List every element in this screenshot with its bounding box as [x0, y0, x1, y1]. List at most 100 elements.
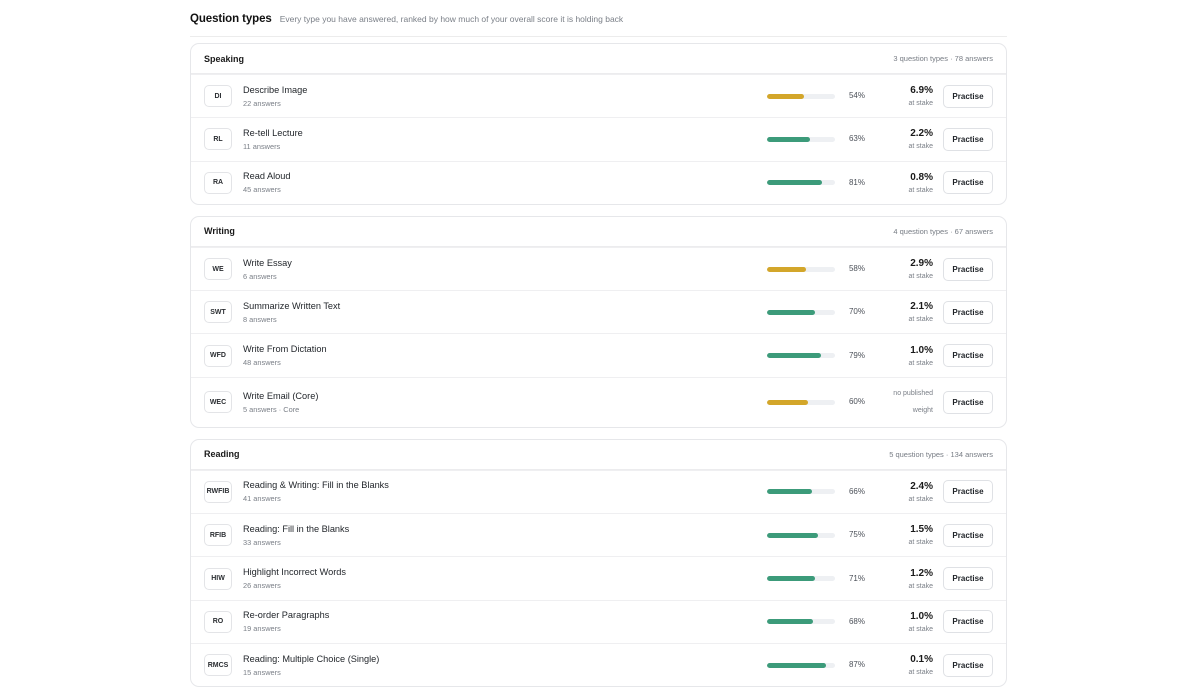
type-name: Write From Dictation — [243, 344, 327, 355]
stake-label: at stake — [908, 316, 933, 324]
stake-value: 1.5% — [910, 524, 933, 536]
stake-label: at stake — [908, 582, 933, 590]
score-percent: 60% — [848, 397, 865, 407]
type-code-badge: WEC — [204, 391, 232, 414]
type-info: Re-tell Lecture 11 answers — [243, 128, 303, 151]
type-info: Reading: Fill in the Blanks 33 answers — [243, 524, 349, 547]
type-name: Re-tell Lecture — [243, 127, 303, 138]
section-title: Speaking — [204, 53, 245, 64]
practise-button[interactable]: Practise — [943, 610, 993, 634]
type-code-badge: RWFIB — [204, 480, 232, 503]
question-type-row: RWFIB Reading & Writing: Fill in the Blan… — [191, 469, 1006, 513]
practise-button[interactable]: Practise — [943, 344, 993, 368]
at-stake: 6.9% at stake — [908, 85, 933, 107]
practise-button[interactable]: Practise — [943, 653, 993, 677]
answer-count: 8 answers — [243, 314, 277, 324]
at-stake: 1.0% at stake — [908, 345, 933, 367]
score-bar-fill — [767, 532, 818, 538]
question-type-row: RO Re-order Paragraphs 19 answers 68% 1.0% at… — [191, 599, 1006, 643]
practise-button[interactable]: Practise — [943, 567, 993, 591]
stake-value: 6.9% — [910, 85, 933, 97]
stake-label: at stake — [908, 186, 933, 194]
answer-count: 6 answers — [243, 271, 277, 281]
type-info: Reading & Writing: Fill in the Blanks 41 … — [243, 480, 389, 503]
score-bar-fill — [767, 93, 804, 99]
section-card-speaking: Speaking 3 question types · 78 answers DI D… — [190, 43, 1007, 205]
score-percent: 54% — [848, 91, 865, 101]
type-name: Summarize Written Text — [243, 300, 341, 311]
practise-button[interactable]: Practise — [943, 257, 993, 281]
score-bar — [767, 532, 835, 538]
score-bar — [767, 136, 835, 142]
answer-count: 5 answers · Core — [243, 404, 300, 414]
score-bar — [767, 662, 835, 668]
score-bar-fill — [767, 399, 808, 405]
at-stake: 2.1% at stake — [908, 301, 933, 323]
type-info: Describe Image 22 answers — [243, 85, 307, 108]
page-header: Question types Every type you have answe… — [190, 13, 1007, 37]
section-title: Writing — [204, 226, 235, 237]
at-stake: 1.2% at stake — [908, 568, 933, 590]
answer-count: 45 answers — [243, 185, 281, 195]
type-name: Highlight Incorrect Words — [243, 567, 346, 578]
section-card-writing: Writing 4 question types · 67 answers WE Wr… — [190, 215, 1007, 428]
score-bar — [767, 309, 835, 315]
score-bar-fill — [767, 576, 816, 582]
type-info: Reading: Multiple Choice (Single) 15 answ… — [243, 654, 379, 677]
stake-value: 1.0% — [910, 610, 933, 622]
section-meta: 5 question types · 134 answers — [889, 449, 993, 459]
score-bar — [767, 266, 835, 272]
at-stake: no published weight — [893, 385, 933, 419]
type-info: Write Email (Core) 5 answers · Core — [243, 391, 318, 414]
stake-label: at stake — [908, 669, 933, 677]
score-bar — [767, 93, 835, 99]
practise-button[interactable]: Practise — [943, 523, 993, 547]
score-bar — [767, 576, 835, 582]
score-bar — [767, 619, 835, 625]
practise-button[interactable]: Practise — [943, 127, 993, 151]
answer-count: 15 answers — [243, 667, 281, 677]
type-info: Re-order Paragraphs 19 answers — [243, 610, 329, 633]
stake-value: 2.2% — [910, 128, 933, 140]
score-bar-fill — [767, 180, 823, 186]
type-name: Read Aloud — [243, 171, 291, 182]
stake-value: 0.8% — [910, 171, 933, 183]
score-percent: 75% — [848, 530, 865, 540]
type-code-badge: RMCS — [204, 654, 232, 677]
score-percent: 70% — [848, 307, 865, 317]
section-header: Reading 5 question types · 134 answers — [191, 440, 1006, 470]
type-name: Write Essay — [243, 257, 292, 268]
type-code-badge: RL — [204, 128, 232, 151]
practise-button[interactable]: Practise — [943, 390, 993, 414]
practise-button[interactable]: Practise — [943, 171, 993, 195]
score-bar-fill — [767, 309, 815, 315]
score-bar-fill — [767, 266, 807, 272]
score-bar-fill — [767, 136, 810, 142]
no-weight-label: weight — [912, 407, 933, 415]
type-info: Highlight Incorrect Words 26 answers — [243, 567, 346, 590]
type-code-badge: RA — [204, 171, 232, 194]
question-type-row: RFIB Reading: Fill in the Blanks 33 answer… — [191, 513, 1006, 556]
at-stake: 2.2% at stake — [908, 128, 933, 150]
score-percent: 66% — [848, 486, 865, 496]
answer-count: 48 answers — [243, 358, 281, 368]
question-type-row: SWT Summarize Written Text 8 answers 70% 2.1… — [191, 290, 1006, 333]
practise-button[interactable]: Practise — [943, 300, 993, 324]
type-name: Reading & Writing: Fill in the Blanks — [243, 480, 389, 491]
question-type-row: RL Re-tell Lecture 11 answers 63% 2.2% at sta… — [191, 117, 1006, 160]
type-info: Write From Dictation 48 answers — [243, 344, 327, 367]
practise-button[interactable]: Practise — [943, 480, 993, 504]
type-info: Write Essay 6 answers — [243, 258, 292, 281]
answer-count: 22 answers — [243, 98, 281, 108]
type-info: Summarize Written Text 8 answers — [243, 301, 340, 324]
score-percent: 58% — [848, 264, 865, 274]
score-bar — [767, 353, 835, 359]
stake-value: 2.9% — [910, 258, 933, 270]
score-bar-fill — [767, 353, 821, 359]
stake-value: 2.1% — [910, 301, 933, 313]
type-code-badge: RFIB — [204, 524, 232, 547]
section-card-reading: Reading 5 question types · 134 answers RWF… — [190, 438, 1007, 688]
answer-count: 41 answers — [243, 494, 281, 504]
practise-button[interactable]: Practise — [943, 84, 993, 108]
type-code-badge: WFD — [204, 344, 232, 367]
